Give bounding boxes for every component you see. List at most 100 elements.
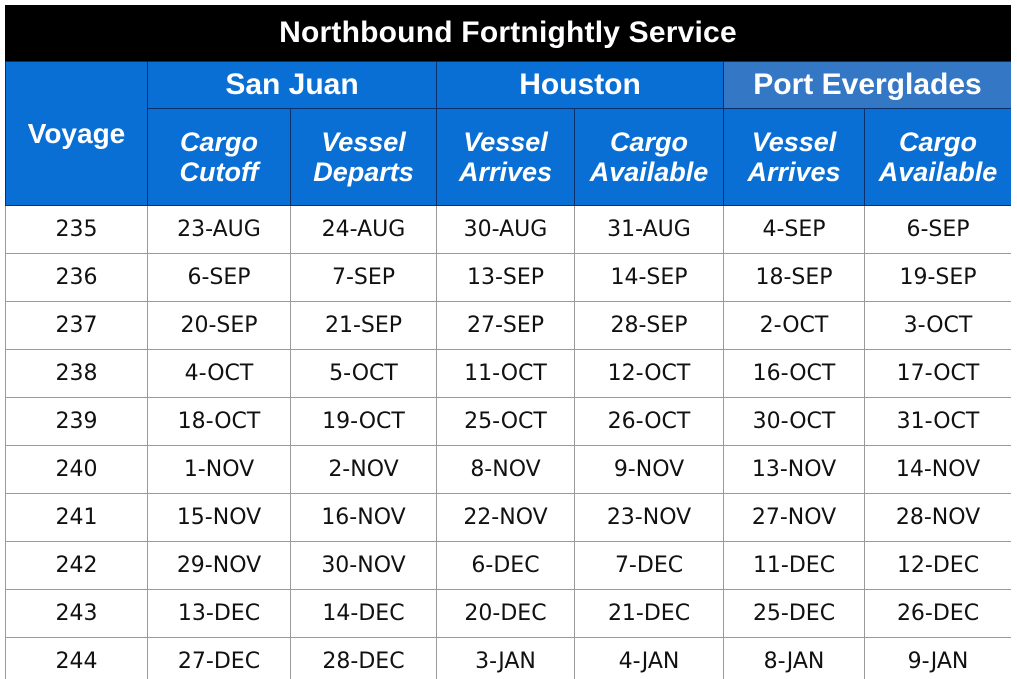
- date-cell: 20-SEP: [147, 301, 291, 350]
- column-header-line: Available: [878, 157, 998, 187]
- column-header-line: Vessel: [751, 127, 837, 157]
- date-cell: 27-NOV: [723, 493, 866, 542]
- table-row: 243 13-DEC 14-DEC 20-DEC 21-DEC 25-DEC 26-DEC: [5, 589, 1011, 638]
- schedule-table: Voyage San Juan Houston Port Everglades …: [5, 61, 1011, 679]
- voyage-cell: 235: [5, 205, 148, 254]
- date-cell: 26-DEC: [864, 589, 1011, 638]
- date-cell: 13-DEC: [147, 589, 291, 638]
- table-row: 236 6-SEP 7-SEP 13-SEP 14-SEP 18-SEP 19-SEP: [5, 253, 1011, 302]
- date-cell: 13-NOV: [723, 445, 866, 494]
- date-cell: 28-SEP: [573, 301, 725, 350]
- date-cell: 5-OCT: [290, 349, 437, 398]
- date-cell: 14-SEP: [573, 253, 725, 302]
- voyage-cell: 243: [5, 589, 148, 638]
- date-cell: 26-OCT: [573, 397, 725, 446]
- date-cell: 6-SEP: [864, 205, 1011, 254]
- date-cell: 13-SEP: [436, 253, 575, 302]
- date-cell: 18-OCT: [147, 397, 291, 446]
- voyage-cell: 241: [5, 493, 148, 542]
- port-header-row: Voyage San Juan Houston Port Everglades: [5, 61, 1011, 206]
- column-header-line: Cargo: [179, 127, 258, 157]
- date-cell: 22-NOV: [436, 493, 575, 542]
- date-cell: 31-AUG: [573, 205, 725, 254]
- date-cell: 7-SEP: [290, 253, 437, 302]
- voyage-header: Voyage: [5, 61, 148, 206]
- table-row: 242 29-NOV 30-NOV 6-DEC 7-DEC 11-DEC 12-DEC: [5, 541, 1011, 590]
- date-cell: 16-OCT: [723, 349, 866, 398]
- date-cell: 30-OCT: [723, 397, 866, 446]
- date-cell: 7-DEC: [573, 541, 725, 590]
- date-cell: 4-OCT: [147, 349, 291, 398]
- table-row: 240 1-NOV 2-NOV 8-NOV 9-NOV 13-NOV 14-NOV: [5, 445, 1011, 494]
- column-header-line: Arrives: [747, 157, 841, 187]
- schedule-body: 235 23-AUG 24-AUG 30-AUG 31-AUG 4-SEP 6-SEP 236…: [5, 205, 1011, 679]
- date-cell: 14-NOV: [864, 445, 1011, 494]
- date-cell: 4-JAN: [573, 637, 725, 679]
- date-cell: 12-DEC: [864, 541, 1011, 590]
- port-header-port-everglades: Port Everglades: [723, 61, 1011, 109]
- voyage-cell: 237: [5, 301, 148, 350]
- date-cell: 12-OCT: [573, 349, 725, 398]
- table-row: 235 23-AUG 24-AUG 30-AUG 31-AUG 4-SEP 6-SEP: [5, 205, 1011, 254]
- date-cell: 15-NOV: [147, 493, 291, 542]
- voyage-cell: 236: [5, 253, 148, 302]
- date-cell: 17-OCT: [864, 349, 1011, 398]
- date-cell: 25-DEC: [723, 589, 866, 638]
- date-cell: 23-NOV: [573, 493, 725, 542]
- date-cell: 2-OCT: [723, 301, 866, 350]
- column-header: Cargo Available: [864, 108, 1011, 206]
- voyage-cell: 240: [5, 445, 148, 494]
- column-header: Cargo Available: [573, 108, 725, 206]
- table-row: 244 27-DEC 28-DEC 3-JAN 4-JAN 8-JAN 9-JAN: [5, 637, 1011, 679]
- date-cell: 6-DEC: [436, 541, 575, 590]
- column-header: Vessel Arrives: [436, 108, 575, 206]
- date-cell: 8-NOV: [436, 445, 575, 494]
- column-header: Vessel Departs: [290, 108, 437, 206]
- table-row: 239 18-OCT 19-OCT 25-OCT 26-OCT 30-OCT 31-OCT: [5, 397, 1011, 446]
- date-cell: 9-JAN: [864, 637, 1011, 679]
- column-header-line: Arrives: [458, 157, 553, 187]
- date-cell: 14-DEC: [290, 589, 437, 638]
- date-cell: 3-OCT: [864, 301, 1011, 350]
- port-header-houston: Houston: [435, 61, 725, 109]
- date-cell: 23-AUG: [147, 205, 291, 254]
- column-header-line: Cargo: [610, 127, 689, 157]
- table-row: 237 20-SEP 21-SEP 27-SEP 28-SEP 2-OCT 3-OCT: [5, 301, 1011, 350]
- date-cell: 4-SEP: [723, 205, 866, 254]
- date-cell: 2-NOV: [290, 445, 437, 494]
- date-cell: 30-NOV: [290, 541, 437, 590]
- date-cell: 3-JAN: [436, 637, 575, 679]
- date-cell: 11-OCT: [436, 349, 575, 398]
- voyage-cell: 244: [5, 637, 148, 679]
- date-cell: 21-DEC: [573, 589, 725, 638]
- date-cell: 6-SEP: [147, 253, 291, 302]
- date-cell: 31-OCT: [864, 397, 1011, 446]
- column-header: Vessel Arrives: [723, 108, 866, 206]
- date-cell: 20-DEC: [436, 589, 575, 638]
- column-header-line: Vessel: [463, 127, 548, 157]
- voyage-cell: 238: [5, 349, 148, 398]
- date-cell: 19-SEP: [864, 253, 1011, 302]
- column-header-line: Vessel: [321, 127, 406, 157]
- date-cell: 25-OCT: [436, 397, 575, 446]
- date-cell: 19-OCT: [290, 397, 437, 446]
- date-cell: 29-NOV: [147, 541, 291, 590]
- table-row: 241 15-NOV 16-NOV 22-NOV 23-NOV 27-NOV 28-NOV: [5, 493, 1011, 542]
- voyage-cell: 242: [5, 541, 148, 590]
- date-cell: 24-AUG: [290, 205, 437, 254]
- column-header-line: Cargo: [899, 127, 978, 157]
- column-header-line: Departs: [313, 157, 414, 187]
- date-cell: 27-SEP: [436, 301, 575, 350]
- date-cell: 27-DEC: [147, 637, 291, 679]
- date-cell: 1-NOV: [147, 445, 291, 494]
- date-cell: 21-SEP: [290, 301, 437, 350]
- date-cell: 16-NOV: [290, 493, 437, 542]
- date-cell: 30-AUG: [436, 205, 575, 254]
- column-header-line: Available: [589, 157, 709, 187]
- port-header-san-juan: San Juan: [147, 61, 437, 109]
- voyage-cell: 239: [5, 397, 148, 446]
- date-cell: 8-JAN: [723, 637, 866, 679]
- schedule-frame: Northbound Fortnightly Service Voyage Sa…: [5, 5, 1011, 679]
- column-header-line: Cutoff: [179, 157, 259, 187]
